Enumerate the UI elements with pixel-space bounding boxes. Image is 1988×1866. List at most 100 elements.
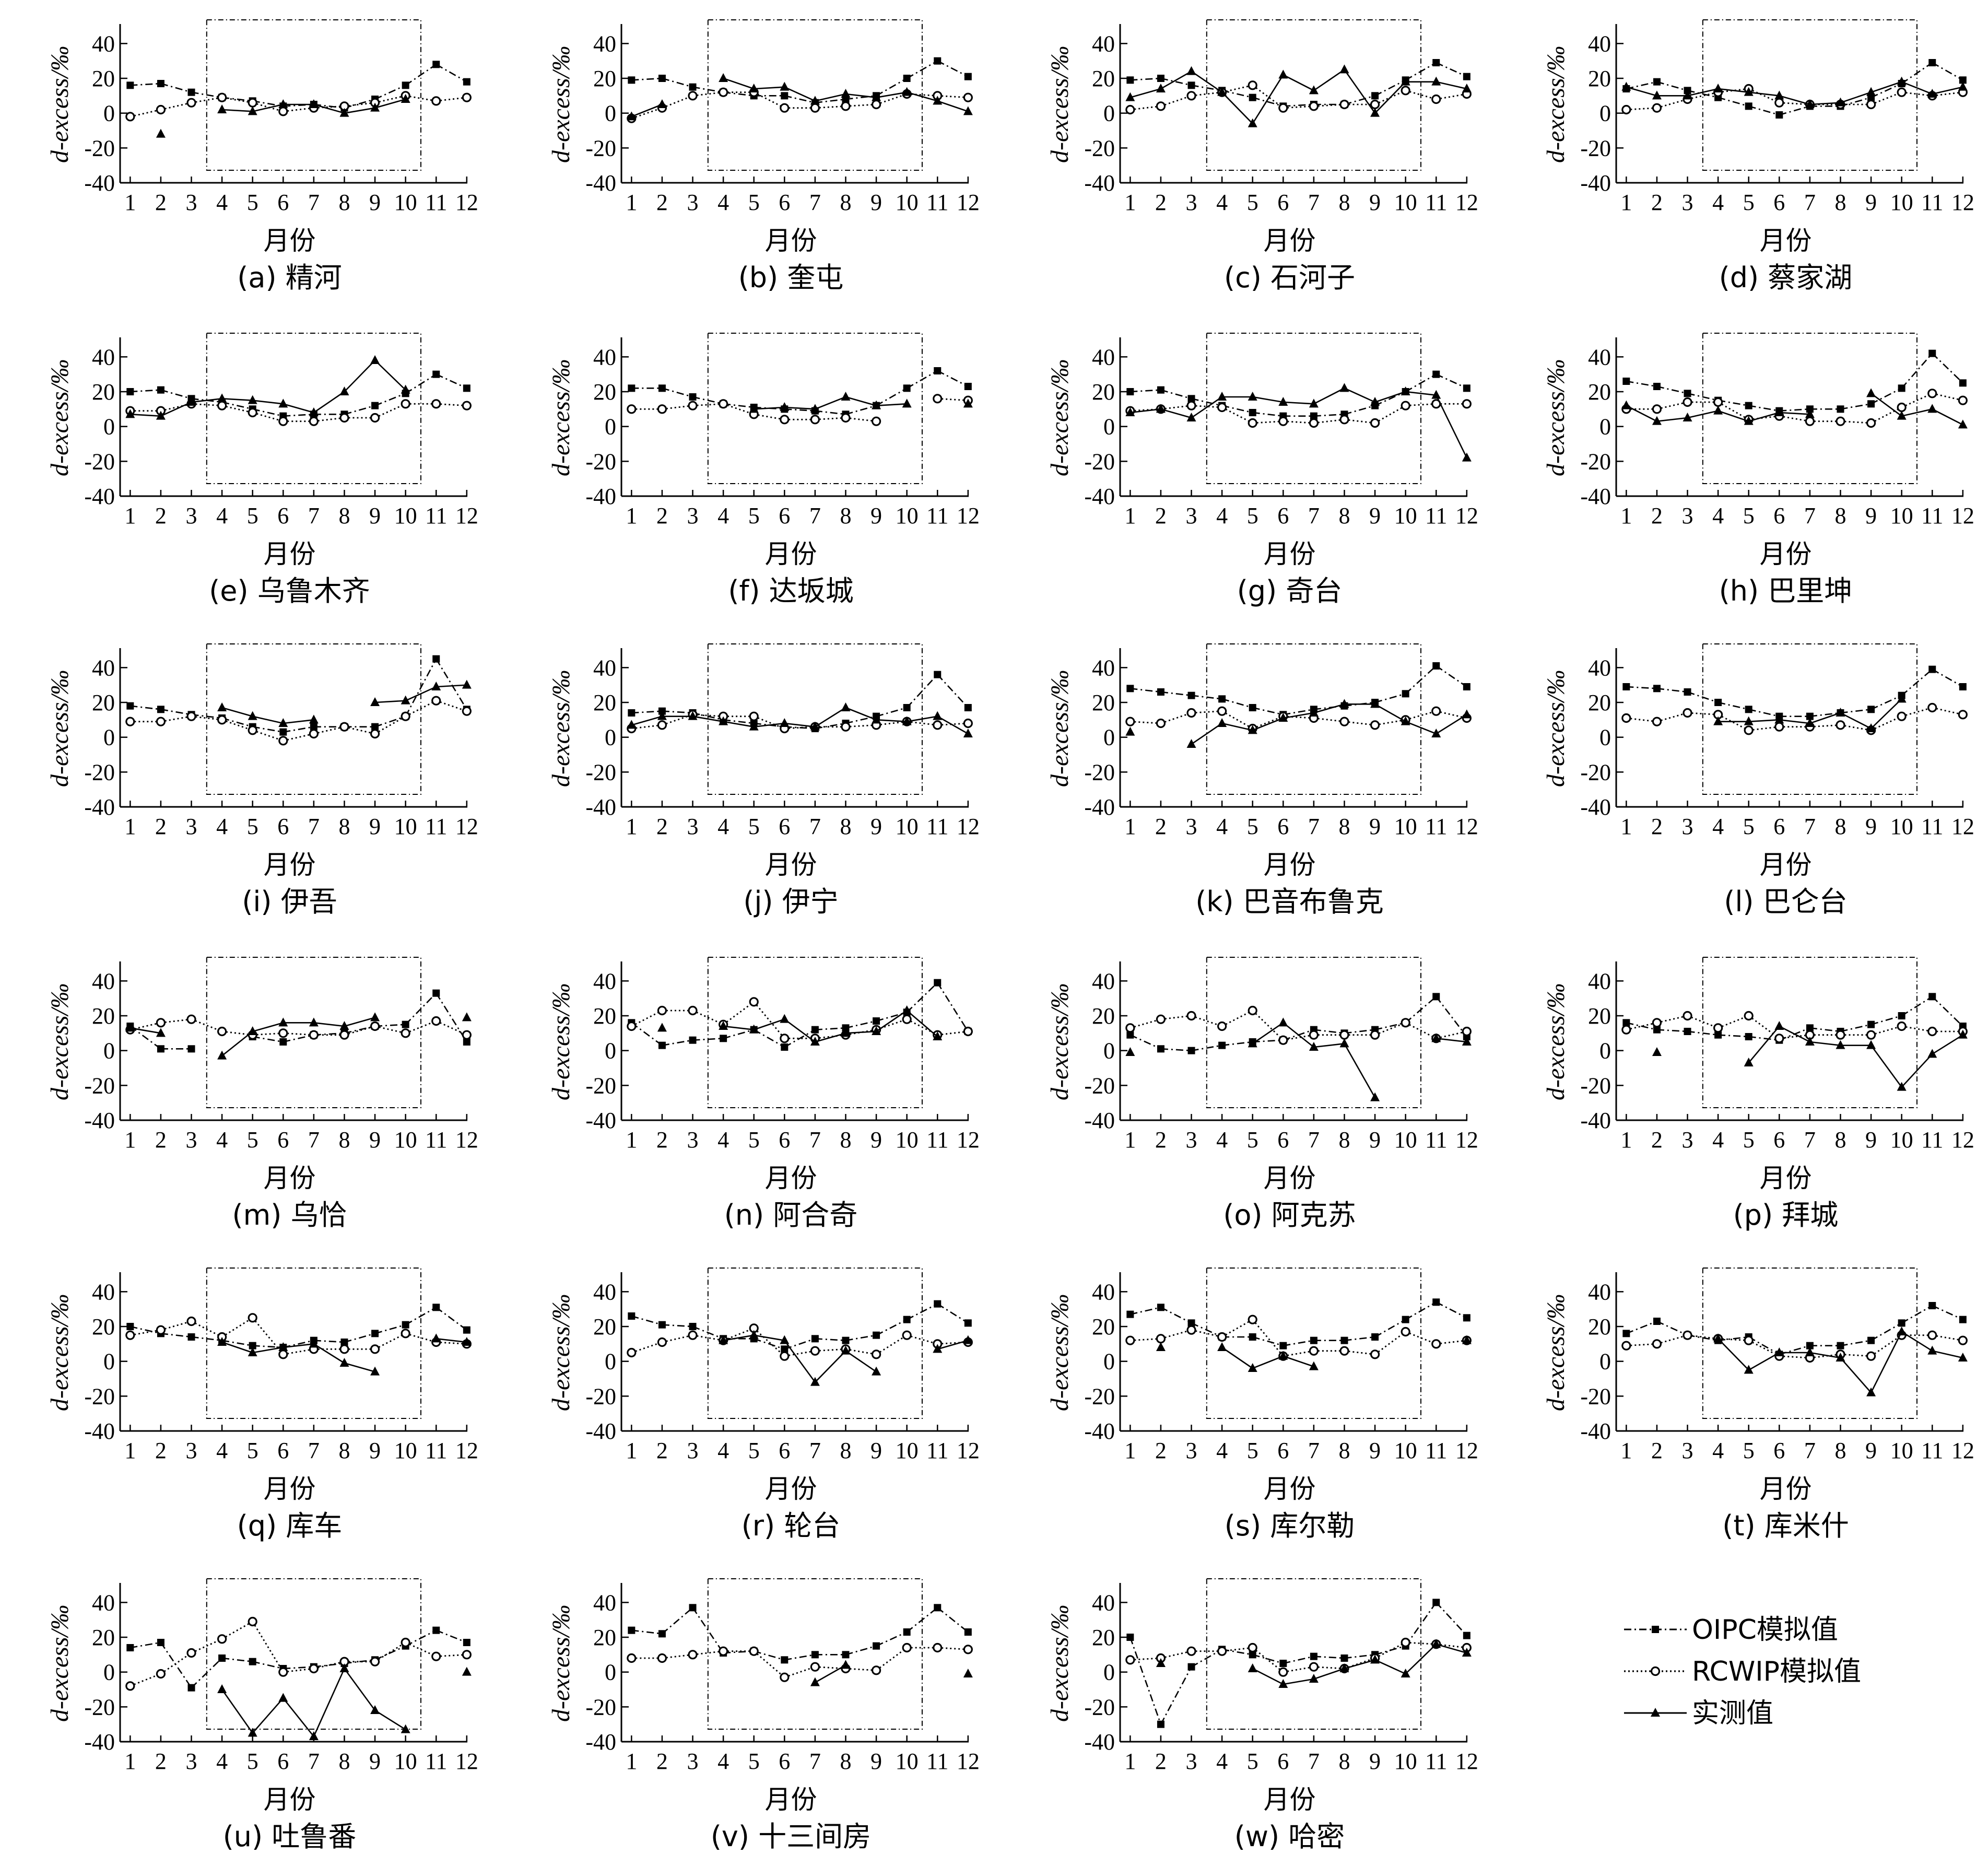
x-tick-label: 6 xyxy=(1277,1748,1289,1774)
series-segment-rcwip xyxy=(1809,1353,1841,1359)
series-segment-obs xyxy=(374,98,406,109)
series-segment-rcwip xyxy=(1748,88,1780,103)
data-point-obs xyxy=(1927,404,1937,413)
x-tick-label: 6 xyxy=(1277,503,1289,529)
legend-marker-oipc xyxy=(1652,1626,1659,1633)
data-point-rcwip xyxy=(339,1030,349,1040)
data-point-oipc xyxy=(218,1654,226,1662)
x-tick-label: 8 xyxy=(338,1748,350,1774)
x-tick-label: 5 xyxy=(748,503,760,529)
series-segment-rcwip xyxy=(845,1668,877,1671)
x-tick-label: 12 xyxy=(1455,503,1478,529)
y-tick-label: 0 xyxy=(103,414,115,440)
series-segment-rcwip xyxy=(937,1647,968,1650)
x-tick-label: 6 xyxy=(1773,503,1785,529)
data-point-rcwip xyxy=(657,1653,667,1663)
y-tick-label: 20 xyxy=(1092,379,1115,405)
series-segment-rcwip xyxy=(845,103,877,107)
series-segment-rcwip xyxy=(1871,406,1902,424)
highlight-box xyxy=(1702,643,1918,795)
x-tick-label: 6 xyxy=(277,1748,289,1774)
series-segment-rcwip xyxy=(1374,405,1406,424)
highlight-box xyxy=(1206,19,1421,171)
series-segment-oipc xyxy=(784,95,816,103)
x-axis-title: 月份 xyxy=(765,1474,817,1504)
data-point-rcwip xyxy=(1278,1035,1288,1045)
data-point-rcwip xyxy=(1339,1030,1349,1040)
x-tick-label: 2 xyxy=(155,814,167,839)
x-tick-label: 1 xyxy=(1620,814,1632,839)
data-point-rcwip xyxy=(431,1651,441,1661)
data-point-rcwip xyxy=(1836,720,1845,730)
x-tick-label: 6 xyxy=(1277,1438,1289,1463)
x-tick-label: 1 xyxy=(1124,1438,1136,1463)
series-segment-rcwip xyxy=(221,97,253,104)
series-segment-oipc xyxy=(1871,1015,1902,1025)
series-segment-oipc xyxy=(221,1657,253,1662)
x-tick-label: 3 xyxy=(1682,1127,1693,1153)
data-point-obs xyxy=(339,1663,349,1672)
series-segment-obs xyxy=(815,93,846,102)
y-tick-label: 40 xyxy=(593,968,616,994)
legend-marker-obs xyxy=(1651,1708,1660,1717)
series-segment-obs xyxy=(845,707,877,721)
y-tick-label: 20 xyxy=(92,1003,115,1029)
data-point-rcwip xyxy=(657,404,667,414)
data-point-obs xyxy=(780,1014,790,1023)
series-segment-oipc xyxy=(1932,668,1963,688)
data-point-obs xyxy=(1744,416,1754,425)
data-point-oipc xyxy=(1867,1020,1875,1028)
data-point-rcwip xyxy=(841,722,851,732)
x-tick-label: 8 xyxy=(1834,1127,1846,1153)
x-tick-label: 8 xyxy=(1834,190,1846,215)
series-segment-oipc xyxy=(692,396,724,405)
data-point-oipc xyxy=(463,1326,470,1334)
data-point-oipc xyxy=(279,1038,287,1046)
y-tick-label: 40 xyxy=(1092,1590,1115,1615)
series-segment-rcwip xyxy=(692,713,724,718)
series-segment-oipc xyxy=(405,373,437,394)
series-segment-rcwip xyxy=(160,1018,192,1024)
y-tick-label: 0 xyxy=(1599,1038,1611,1064)
x-tick-label: 7 xyxy=(1804,1127,1816,1153)
series-segment-obs xyxy=(1283,401,1314,405)
x-tick-label: 11 xyxy=(425,1438,447,1463)
highlight-box xyxy=(1206,1268,1421,1419)
x-tick-label: 9 xyxy=(871,1748,882,1774)
data-point-rcwip xyxy=(1897,1021,1907,1031)
data-point-obs xyxy=(1462,1335,1472,1344)
data-point-rcwip xyxy=(1744,725,1754,735)
series-segment-oipc xyxy=(1252,707,1284,715)
series-segment-obs xyxy=(1344,1659,1375,1670)
series-segment-rcwip xyxy=(1932,1334,1963,1342)
series-segment-rcwip xyxy=(191,97,222,104)
data-point-oipc xyxy=(842,1336,850,1344)
series-segment-rcwip xyxy=(1405,1022,1437,1039)
y-tick-label: -20 xyxy=(1580,449,1611,474)
data-point-oipc xyxy=(1249,409,1256,416)
x-tick-label: 10 xyxy=(1890,190,1913,215)
data-point-oipc xyxy=(1653,1318,1661,1325)
y-axis-title: d-excess/‰ xyxy=(1046,46,1074,163)
x-tick-label: 12 xyxy=(1455,1127,1478,1153)
x-tick-label: 4 xyxy=(216,814,228,839)
data-point-obs xyxy=(309,714,319,724)
series-segment-obs xyxy=(1809,712,1841,724)
x-tick-label: 10 xyxy=(1890,503,1913,529)
x-tick-label: 9 xyxy=(1369,503,1381,529)
data-point-oipc xyxy=(1684,1028,1691,1035)
series-segment-rcwip xyxy=(283,1032,314,1036)
data-point-oipc xyxy=(1310,412,1318,420)
x-tick-label: 7 xyxy=(1308,190,1320,215)
series-segment-rcwip xyxy=(1809,724,1841,728)
x-tick-label: 12 xyxy=(957,503,980,529)
series-segment-rcwip xyxy=(662,714,693,726)
data-point-oipc xyxy=(658,1041,666,1049)
x-tick-label: 3 xyxy=(687,190,699,215)
data-point-rcwip xyxy=(1156,101,1166,111)
series-segment-rcwip xyxy=(723,403,755,415)
y-tick-label: 20 xyxy=(1092,690,1115,715)
x-tick-label: 6 xyxy=(1773,190,1785,215)
series-segment-rcwip xyxy=(191,715,222,721)
